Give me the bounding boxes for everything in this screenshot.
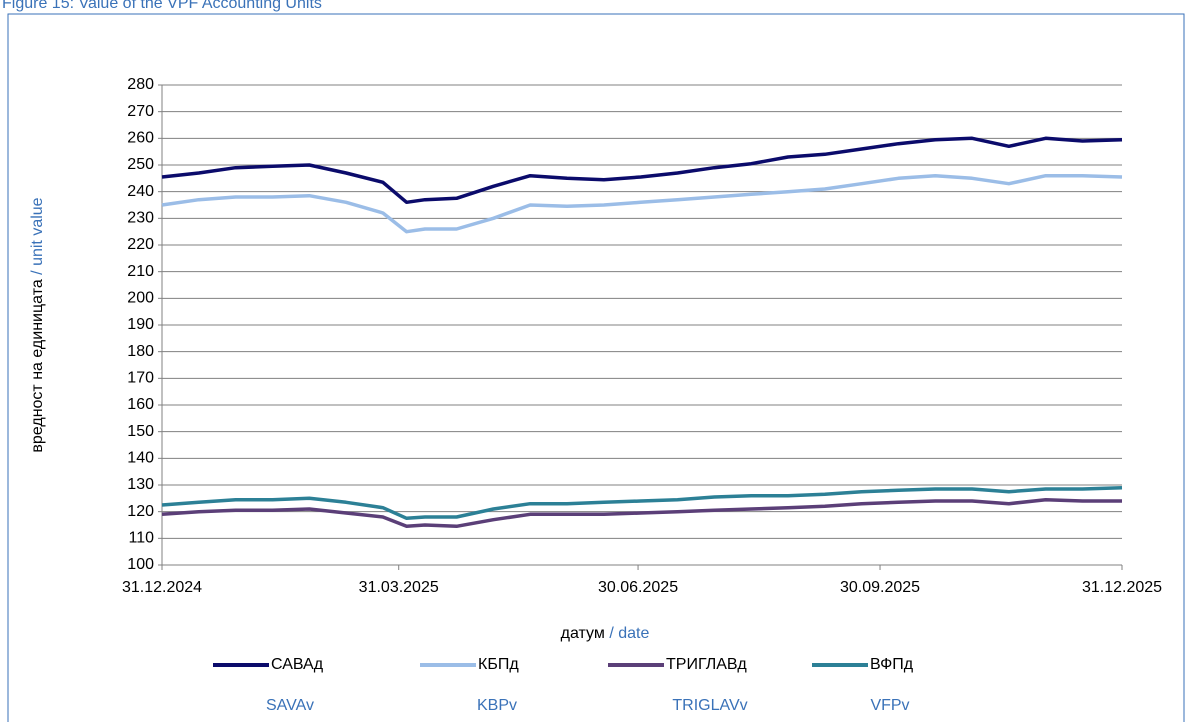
y-tick-label: 150 <box>127 423 154 440</box>
legend-label-en: SAVAv <box>266 697 314 714</box>
figure-frame <box>7 13 1185 722</box>
legend-label: КБПд <box>478 656 519 673</box>
y-tick-label: 120 <box>127 503 154 520</box>
legend-label-en: VFPv <box>870 697 909 714</box>
x-axis-label: датум / date <box>561 625 650 642</box>
y-tick-label: 270 <box>127 103 154 120</box>
y-tick-label: 140 <box>127 450 154 467</box>
x-tick-label: 30.09.2025 <box>840 579 920 596</box>
y-tick-label: 220 <box>127 236 154 253</box>
y-tick-label: 110 <box>128 530 154 547</box>
y-tick-label: 160 <box>127 396 154 413</box>
legend-label-en: KBPv <box>477 697 517 714</box>
y-tick-label: 100 <box>127 556 154 573</box>
y-tick-label: 200 <box>127 290 154 307</box>
x-label-en: / date <box>609 625 649 642</box>
series-line <box>161 485 1123 521</box>
y-tick-label: 240 <box>127 183 154 200</box>
x-tick-label: 30.06.2025 <box>598 579 678 596</box>
y-tick-label: 180 <box>127 343 154 360</box>
y-tick-label: 230 <box>127 210 154 227</box>
chart-title: Figure 15: Value of the VPF Accounting U… <box>2 0 322 12</box>
y-tick-label: 210 <box>127 263 154 280</box>
x-tick-label: 31.03.2025 <box>359 579 439 596</box>
y-label-local: вредност на единицата <box>29 279 46 452</box>
legend-label-en: TRIGLAVv <box>672 697 747 714</box>
series-line <box>161 136 1123 205</box>
legend-label: САВАд <box>271 656 324 673</box>
series-line <box>161 173 1123 234</box>
y-tick-label: 170 <box>127 370 154 387</box>
y-tick-label: 260 <box>127 130 154 147</box>
x-label-local: датум <box>561 625 605 642</box>
x-tick-label: 31.12.2025 <box>1082 579 1162 596</box>
y-axis-label: вредност на единицата / unit value <box>29 197 46 452</box>
series-line <box>161 497 1122 529</box>
y-tick-label: 130 <box>127 476 154 493</box>
y-tick-label: 250 <box>127 156 154 173</box>
y-tick-label: 280 <box>127 76 154 93</box>
y-tick-label: 190 <box>127 316 154 333</box>
x-tick-label: 31.12.2024 <box>122 579 202 596</box>
legend-label: ТРИГЛАВд <box>666 656 747 673</box>
legend-label: ВФПд <box>870 656 914 673</box>
y-label-en: / unit value <box>29 197 46 274</box>
